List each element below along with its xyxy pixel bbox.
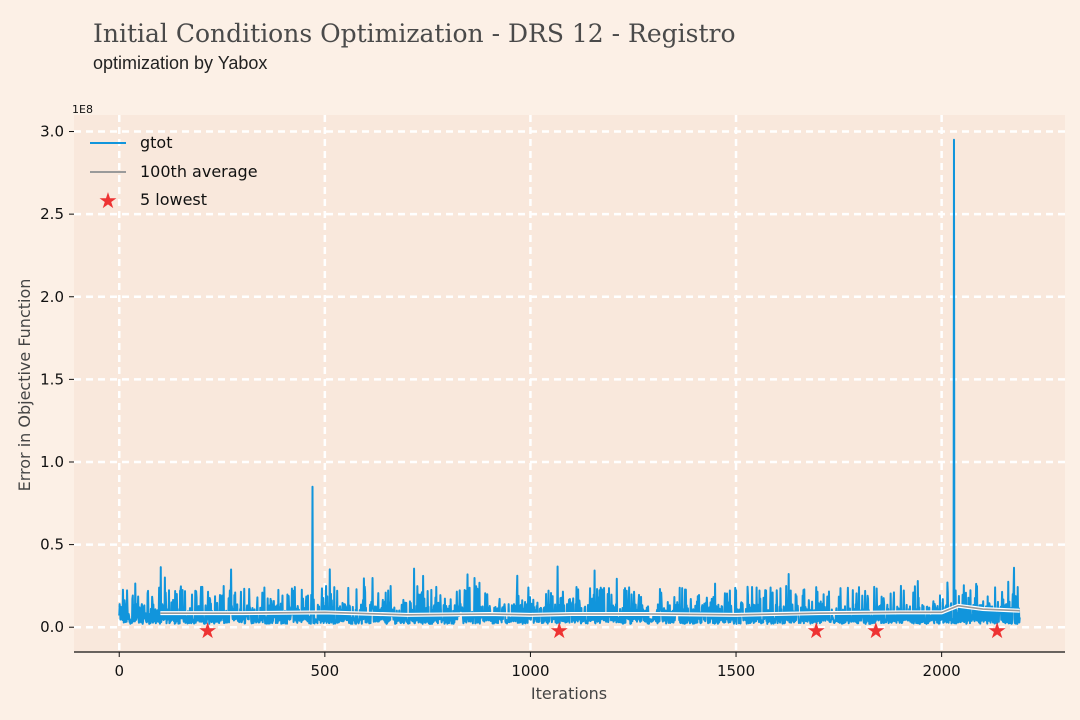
y-tick-label: 1.5: [40, 370, 64, 388]
y-tick-label: 1.0: [40, 453, 64, 471]
y-ticks: 0.0 0.5 1.0 1.5 2.0 2.5 3.0: [40, 123, 74, 636]
y-exponent-label: 1E8: [72, 103, 93, 116]
y-axis-label: Error in Objective Function: [15, 279, 34, 492]
y-tick-label: 0.0: [40, 618, 64, 636]
lowest-star-marker: ★: [866, 619, 886, 644]
x-tick-label: 0: [114, 662, 124, 680]
legend-average-label: 100th average: [140, 162, 258, 181]
series-average: [160, 603, 1020, 617]
x-axis-label: Iterations: [531, 684, 607, 703]
chart-title: Initial Conditions Optimization - DRS 12…: [93, 19, 736, 48]
lowest-star-marker: ★: [806, 619, 826, 644]
legend: gtot 100th average ★ 5 lowest: [90, 133, 258, 214]
legend-gtot-label: gtot: [140, 133, 173, 152]
chart-subtitle: optimization by Yabox: [93, 53, 267, 73]
series-gtot: [118, 138, 1021, 625]
x-tick-label: 2000: [923, 662, 961, 680]
lowest-star-marker: ★: [549, 619, 569, 644]
x-tick-label: 1000: [511, 662, 549, 680]
grid: [74, 115, 1065, 652]
legend-lowest-star: ★: [98, 189, 118, 214]
plot-area: [74, 115, 1065, 652]
series-lowest: ★ ★ ★ ★ ★: [198, 619, 1007, 644]
y-tick-label: 2.0: [40, 288, 64, 306]
y-tick-label: 2.5: [40, 205, 64, 223]
average-line: [160, 604, 1020, 616]
legend-lowest-label: 5 lowest: [140, 190, 207, 209]
x-tick-label: 1500: [717, 662, 755, 680]
lowest-star-marker: ★: [987, 619, 1007, 644]
x-ticks: 0 500 1000 1500 2000: [114, 652, 961, 680]
y-tick-label: 3.0: [40, 123, 64, 141]
lowest-star-marker: ★: [198, 619, 218, 644]
x-tick-label: 500: [311, 662, 340, 680]
y-tick-label: 0.5: [40, 536, 64, 554]
gtot-line: [118, 138, 1021, 625]
